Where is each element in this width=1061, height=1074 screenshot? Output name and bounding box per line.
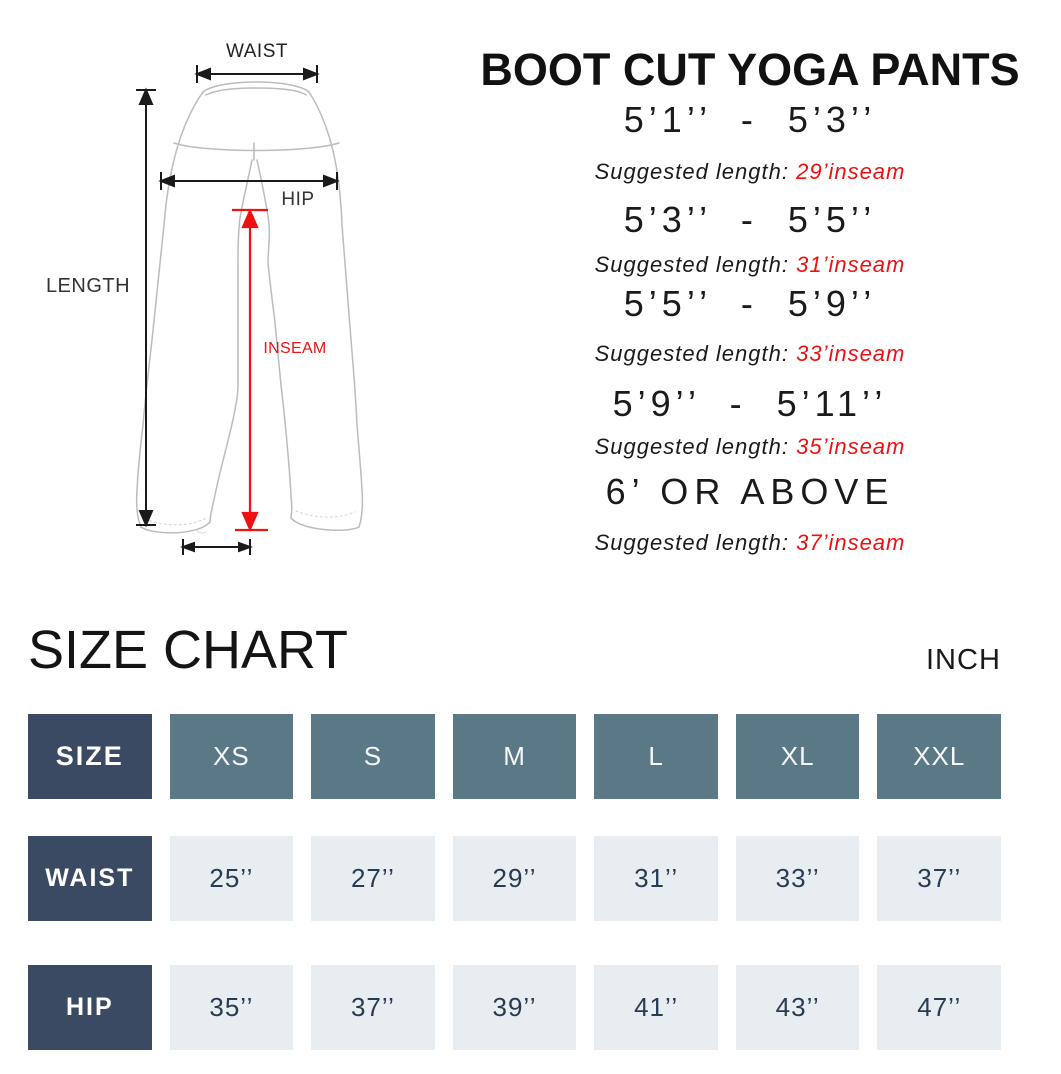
svg-text:LENGTH: LENGTH — [46, 275, 130, 297]
svg-text:WAIST: WAIST — [226, 41, 288, 62]
svg-text:HIP: HIP — [281, 189, 314, 210]
svg-text:INSEAM: INSEAM — [263, 340, 326, 357]
